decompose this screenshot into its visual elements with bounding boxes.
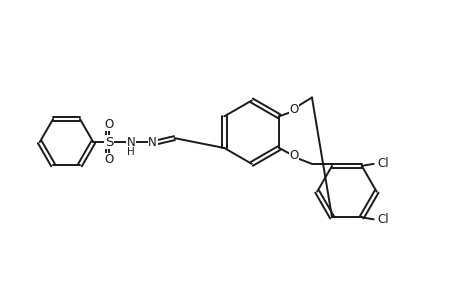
Text: Cl: Cl (377, 213, 388, 226)
Text: O: O (289, 103, 298, 116)
Text: N: N (126, 136, 135, 148)
Text: O: O (289, 149, 298, 162)
Text: S: S (105, 136, 113, 148)
Text: Cl: Cl (377, 158, 388, 170)
Text: H: H (127, 147, 134, 157)
Text: O: O (104, 118, 113, 131)
Text: N: N (148, 136, 157, 148)
Text: O: O (104, 153, 113, 167)
